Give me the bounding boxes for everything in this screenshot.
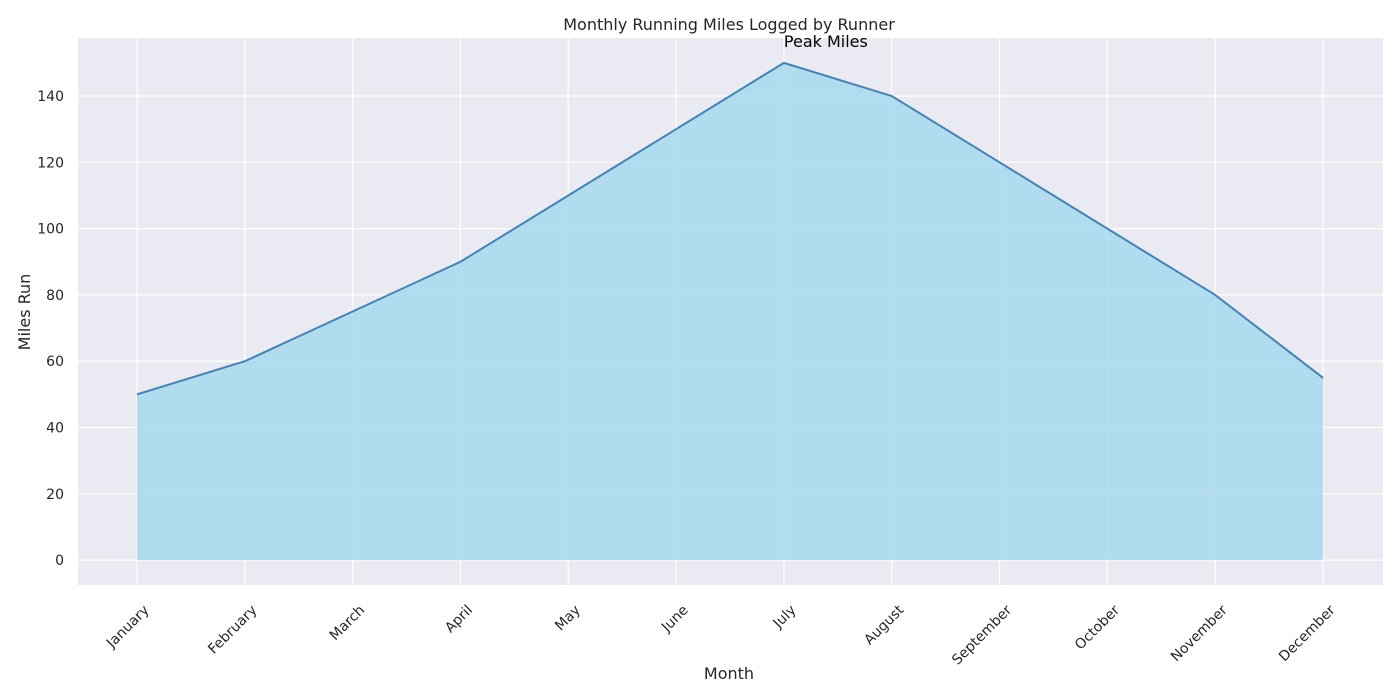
- x-tick-label: June: [658, 602, 692, 636]
- y-tick-label: 40: [46, 421, 64, 437]
- series-line: [136, 61, 1324, 396]
- x-tick-label: January: [103, 602, 153, 652]
- x-tick-label: August: [861, 602, 907, 648]
- y-tick-label: 0: [55, 553, 64, 569]
- y-tick-label: 20: [46, 487, 64, 503]
- y-tick-label: 60: [46, 354, 64, 370]
- x-tick-label: May: [552, 602, 584, 634]
- peak-annotation: Peak Miles: [784, 32, 868, 51]
- chart-title: Monthly Running Miles Logged by Runner: [563, 15, 895, 34]
- area-fill: [137, 62, 1323, 561]
- x-tick-label: February: [205, 602, 260, 657]
- x-tick-label: March: [327, 602, 368, 643]
- x-tick-label: December: [1276, 602, 1339, 665]
- y-tick-label: 80: [46, 288, 64, 304]
- x-tick-label: July: [770, 602, 800, 632]
- x-tick-labels: January February March April May June July Augu…: [103, 602, 1339, 668]
- x-tick-label: September: [949, 602, 1015, 668]
- y-tick-labels: 0 20 40 60 80 100 120 140: [37, 89, 64, 569]
- x-axis-label: Month: [704, 664, 754, 683]
- x-tick-label: April: [442, 602, 476, 636]
- x-tick-label: November: [1168, 602, 1231, 665]
- y-tick-label: 100: [37, 222, 64, 238]
- x-tick-label: October: [1072, 602, 1123, 653]
- y-tick-label: 140: [37, 89, 64, 105]
- y-axis-label: Miles Run: [15, 274, 34, 351]
- y-tick-label: 120: [37, 155, 64, 171]
